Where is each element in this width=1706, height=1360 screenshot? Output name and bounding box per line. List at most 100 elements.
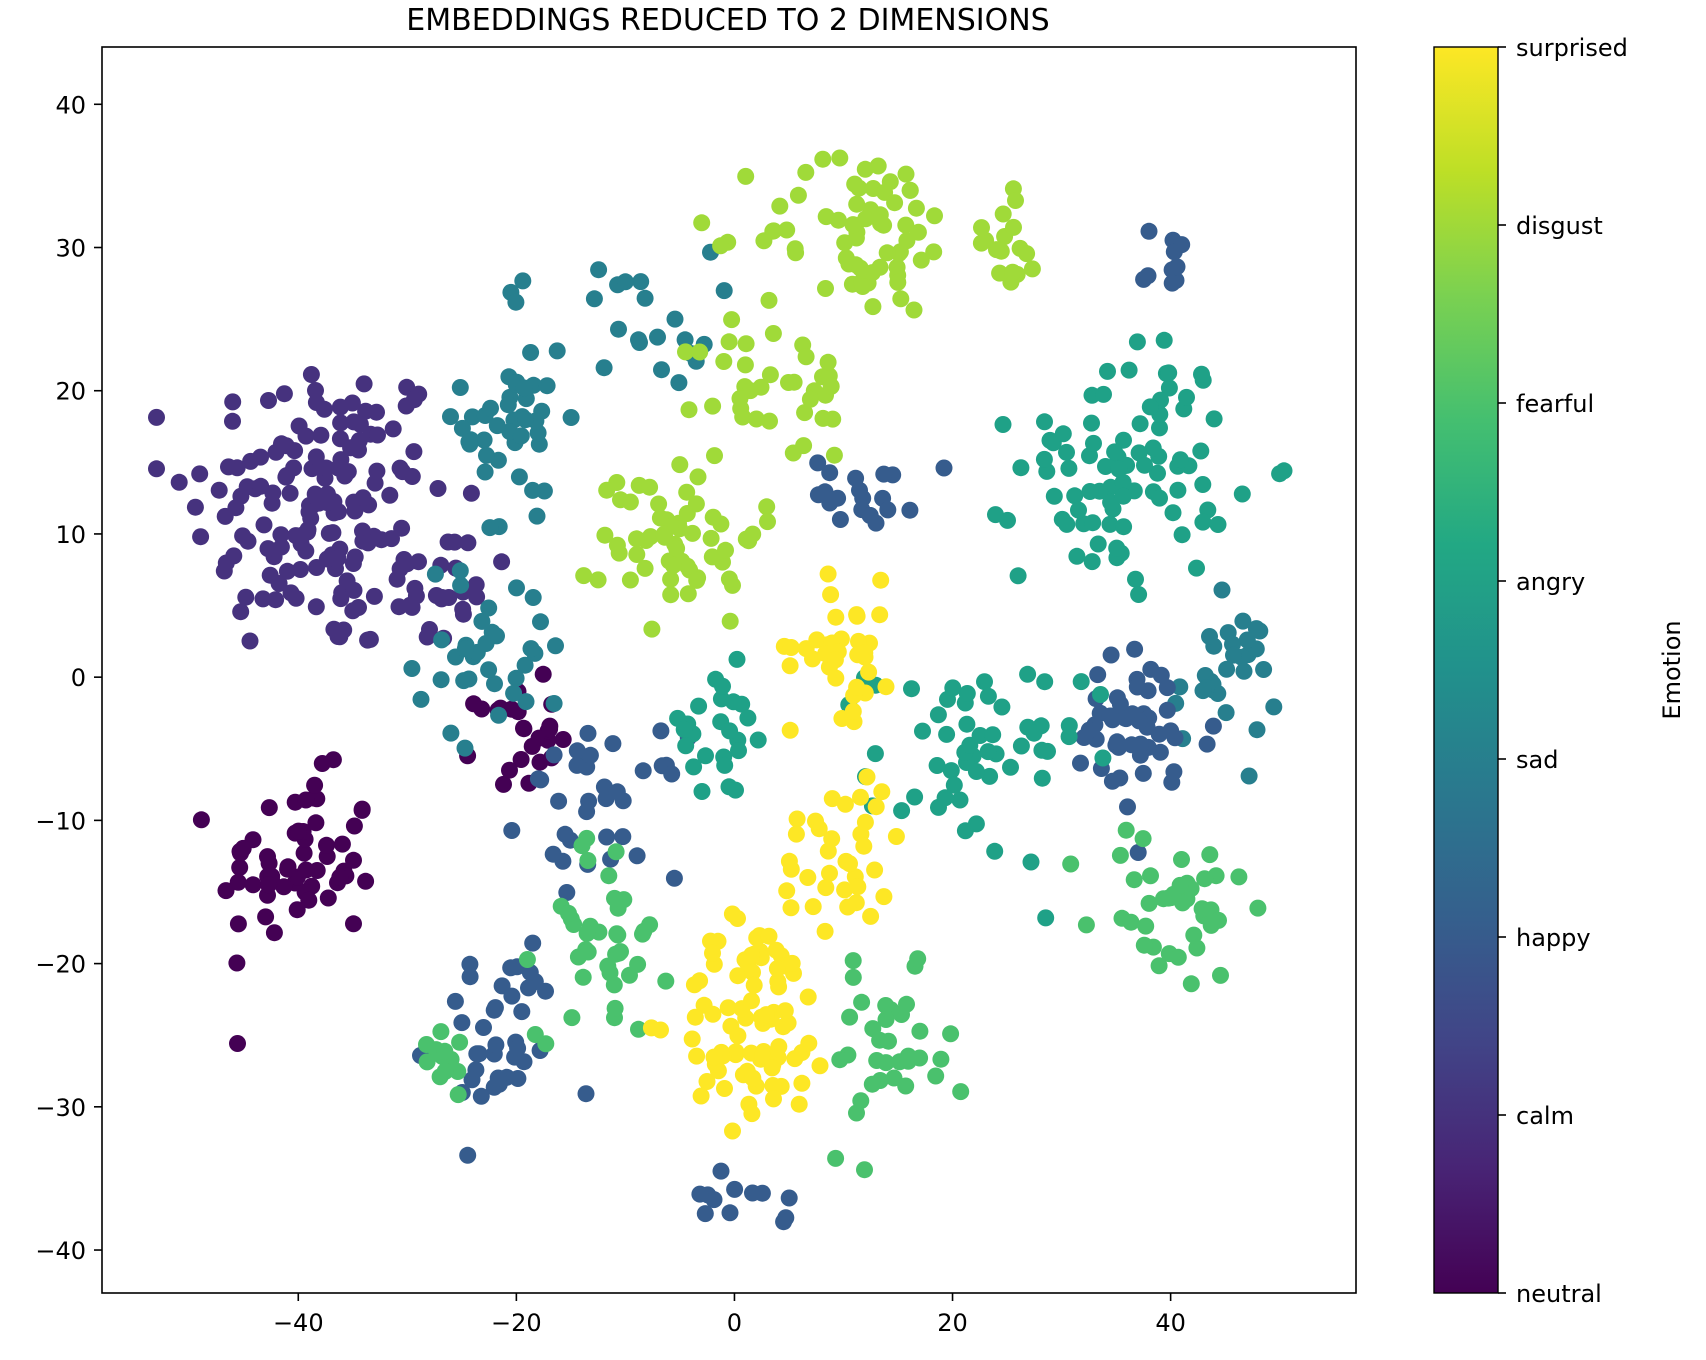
scatter-point-happy <box>1123 736 1141 754</box>
scatter-point-disgust <box>897 165 915 183</box>
scatter-point-surprised <box>698 1073 716 1090</box>
scatter-point-surprised <box>836 881 854 899</box>
scatter-point-disgust <box>829 211 847 229</box>
scatter-point-calm <box>332 590 350 608</box>
scatter-point-surprised <box>776 1002 794 1020</box>
scatter-point-surprised <box>826 651 844 669</box>
scatter-point-sad <box>517 411 534 429</box>
scatter-point-angry <box>929 706 947 724</box>
scatter-point-fearful <box>1111 846 1129 864</box>
scatter-point-disgust <box>747 410 765 428</box>
scatter-point-calm <box>278 562 296 580</box>
scatter-point-angry <box>1115 431 1132 449</box>
scatter-point-neutral <box>259 848 276 866</box>
colorbar-label: Emotion <box>1658 620 1686 719</box>
scatter-point-sad <box>610 320 627 338</box>
scatter-point-angry <box>690 697 708 715</box>
scatter-point-neutral <box>244 876 262 894</box>
scatter-point-calm <box>493 553 511 571</box>
scatter-point-sad <box>630 331 647 349</box>
scatter-point-calm <box>148 460 165 478</box>
scatter-point-fearful <box>1155 890 1172 908</box>
scatter-point-surprised <box>780 852 798 870</box>
scatter-point-sad <box>455 672 473 690</box>
scatter-point-disgust <box>1007 192 1024 209</box>
scatter-point-calm <box>272 538 290 556</box>
scatter-point-neutral <box>297 861 315 879</box>
scatter-point-fearful <box>852 1092 870 1110</box>
scatter-point-calm <box>308 559 325 576</box>
scatter-point-calm <box>369 426 386 444</box>
scatter-point-calm <box>287 589 305 607</box>
scatter-point-calm <box>317 459 335 477</box>
scatter-point-disgust <box>736 356 754 374</box>
scatter-point-calm <box>355 375 373 393</box>
scatter-point-calm <box>345 581 363 599</box>
scatter-point-calm <box>224 412 241 430</box>
scatter-point-sad <box>528 507 546 525</box>
scatter-point-fearful <box>853 993 871 1011</box>
scatter-point-neutral <box>345 817 363 835</box>
scatter-point-angry <box>1094 749 1112 767</box>
scatter-point-angry <box>1114 487 1132 505</box>
y-tick-label: 30 <box>55 235 86 263</box>
scatter-point-angry <box>714 677 731 695</box>
scatter-point-calm <box>350 441 367 459</box>
scatter-point-sad <box>507 293 525 311</box>
scatter-point-fearful <box>864 1020 882 1038</box>
scatter-point-disgust <box>856 160 874 178</box>
scatter-point-sad <box>1240 767 1258 785</box>
scatter-point-happy <box>634 762 652 780</box>
scatter-point-happy <box>652 722 670 740</box>
scatter-point-calm <box>267 591 285 609</box>
scatter-point-surprised <box>856 644 874 662</box>
scatter-point-fearful <box>418 1036 435 1053</box>
scatter-point-calm <box>228 459 246 477</box>
scatter-point-angry <box>1110 460 1128 478</box>
scatter-point-angry <box>1033 769 1051 787</box>
scatter-point-sad <box>456 739 474 757</box>
scatter-point-surprised <box>822 586 840 604</box>
scatter-point-disgust <box>822 377 840 395</box>
scatter-point-calm <box>368 462 386 480</box>
scatter-point-fearful <box>1125 871 1143 889</box>
scatter-point-sad <box>636 289 654 307</box>
scatter-point-happy <box>1108 733 1126 751</box>
scatter-point-angry <box>1271 465 1289 483</box>
scatter-point-angry <box>1149 464 1166 482</box>
scatter-point-happy <box>1198 735 1216 753</box>
scatter-point-happy <box>595 778 613 796</box>
scatter-point-disgust <box>720 570 738 588</box>
scatter-point-surprised <box>770 978 788 996</box>
scatter-point-angry <box>1108 539 1126 557</box>
scatter-point-disgust <box>715 353 733 370</box>
scatter-point-happy <box>475 1019 492 1036</box>
scatter-point-surprised <box>688 1047 706 1065</box>
scatter-point-happy <box>472 1087 490 1105</box>
scatter-point-happy <box>446 992 464 1010</box>
scatter-point-surprised <box>744 963 761 981</box>
scatter-point-angry <box>1178 388 1195 406</box>
scatter-point-neutral <box>307 814 325 832</box>
scatter-point-disgust <box>787 244 805 262</box>
scatter-point-angry <box>994 416 1012 433</box>
scatter-point-surprised <box>783 954 801 972</box>
scatter-point-angry <box>1169 481 1187 499</box>
scatter-point-surprised <box>685 976 703 994</box>
scatter-point-sad <box>532 613 549 631</box>
scatter-point-angry <box>958 685 976 702</box>
scatter-point-disgust <box>909 223 927 241</box>
scatter-point-fearful <box>1137 917 1155 935</box>
scatter-point-calm <box>291 561 309 578</box>
scatter-point-fearful <box>518 951 536 968</box>
scatter-point-surprised <box>827 608 845 626</box>
scatter-point-angry <box>1151 419 1168 437</box>
scatter-point-neutral <box>333 835 351 853</box>
colorbar-tick-label-fearful: fearful <box>1516 390 1594 418</box>
scatter-point-surprised <box>757 1006 775 1024</box>
scatter-point-disgust <box>759 513 776 531</box>
scatter-point-sad <box>451 379 469 396</box>
scatter-point-fearful <box>1185 926 1203 944</box>
scatter-point-surprised <box>799 988 817 1006</box>
scatter-point-surprised <box>729 1027 747 1045</box>
